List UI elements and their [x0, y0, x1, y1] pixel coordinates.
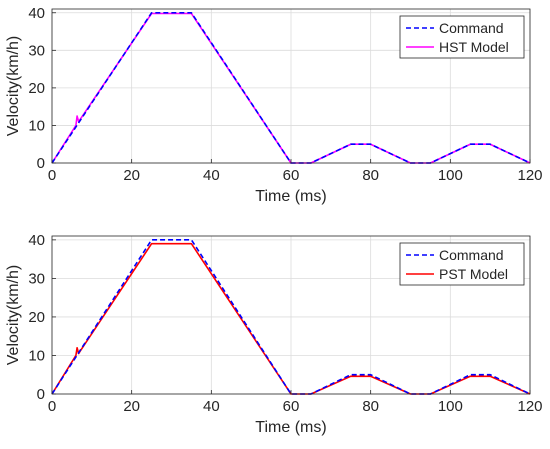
top-series-command-line	[51, 11, 531, 164]
top-legend-label-command: Command	[439, 20, 504, 36]
top-x-tick-label: 120	[517, 167, 542, 184]
bottom-y-tick-label: 30	[28, 270, 45, 287]
bottom-x-tick-label: 100	[438, 398, 463, 415]
top-y-tick-label: 40	[28, 5, 45, 22]
bottom-series-command-line	[51, 239, 531, 395]
top-x-tick-label: 20	[123, 167, 140, 184]
top-x-tick-label: 100	[438, 167, 463, 184]
bottom-chart-panel: 0 20 40 60 80 100 120 0 10 20 30 40 Time (ms) Velocit…	[5, 232, 543, 436]
bottom-x-tick-label: 60	[283, 398, 300, 415]
top-chart-panel: 0 20 40 60 80 100 120 0 10 20 30 40 Time (ms) Velocit…	[5, 5, 543, 205]
bottom-x-tick-label: 20	[123, 398, 140, 415]
bottom-x-tick-label: 0	[48, 398, 56, 415]
bottom-y-tick-label: 40	[28, 232, 45, 249]
top-y-tick-label: 10	[28, 117, 45, 134]
top-x-tick-label: 40	[203, 167, 220, 184]
top-x-tick-label: 80	[362, 167, 379, 184]
bottom-x-tick-label: 120	[517, 398, 542, 415]
bottom-y-axis-label: Velocity(km/h)	[5, 265, 22, 365]
top-y-axis-label: Velocity(km/h)	[5, 36, 22, 136]
top-y-tick-label: 20	[28, 80, 45, 97]
bottom-legend: Command PST Model	[399, 242, 525, 286]
bottom-x-axis-label: Time (ms)	[255, 419, 326, 436]
top-legend-box	[399, 15, 525, 59]
bottom-legend-label-model: PST Model	[439, 266, 508, 282]
top-y-tick-label: 0	[37, 155, 45, 172]
top-x-axis-label: Time (ms)	[255, 188, 326, 205]
top-x-tick-label: 60	[283, 167, 300, 184]
top-legend-label-model: HST Model	[439, 39, 509, 55]
bottom-legend-box	[399, 242, 525, 286]
bottom-x-tick-label: 80	[362, 398, 379, 415]
top-legend: Command HST Model	[399, 15, 525, 59]
top-y-tick-label: 30	[28, 42, 45, 59]
bottom-y-tick-label: 10	[28, 347, 45, 364]
bottom-y-tick-label: 0	[37, 386, 45, 403]
bottom-x-tick-label: 40	[203, 398, 220, 415]
top-x-tick-label: 0	[48, 167, 56, 184]
bottom-legend-label-command: Command	[439, 247, 504, 263]
bottom-y-tick-label: 20	[28, 309, 45, 326]
